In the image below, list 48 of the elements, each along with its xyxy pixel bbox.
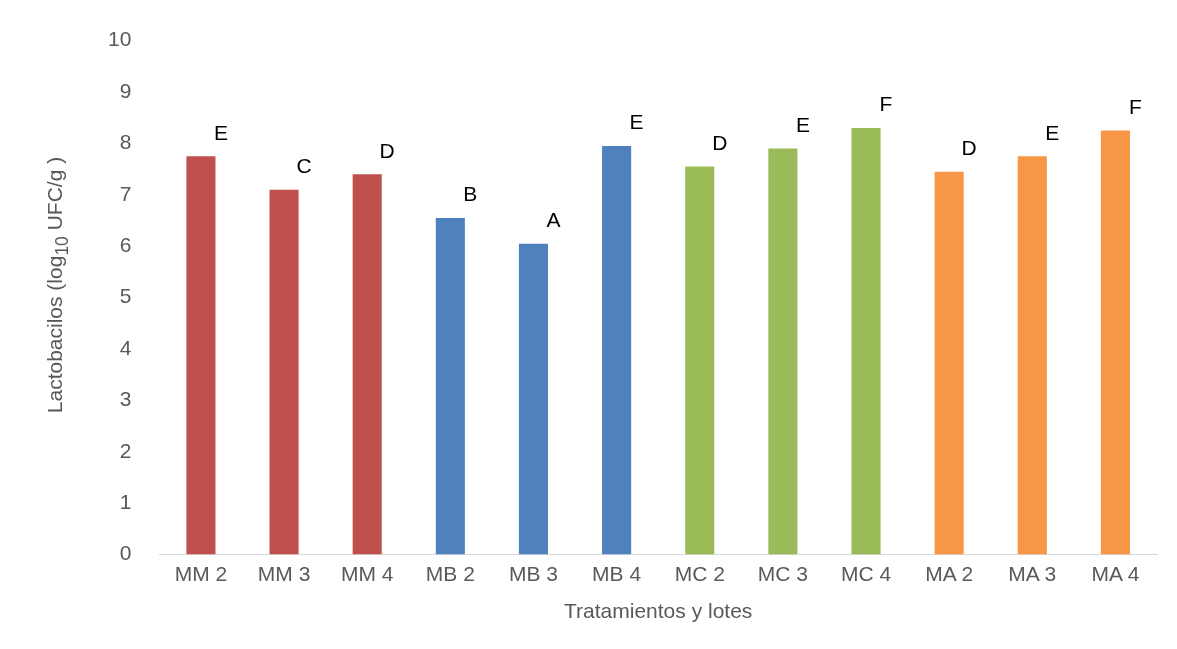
bar xyxy=(1017,156,1047,555)
bar xyxy=(186,156,216,555)
annotation: B xyxy=(463,182,478,206)
y-tick-label: 4 xyxy=(119,335,132,359)
annotation: D xyxy=(379,138,395,162)
x-axis-title: Tratamientos y lotes xyxy=(564,599,753,623)
x-tick-label: MA 2 xyxy=(925,562,974,585)
y-tick-label: 5 xyxy=(119,284,132,308)
annotation: F xyxy=(1129,94,1142,118)
y-tick-label: 0 xyxy=(119,541,132,565)
annotation: E xyxy=(213,120,228,144)
bar xyxy=(934,171,964,555)
bar xyxy=(269,189,299,555)
x-tick-label: MA 4 xyxy=(1091,562,1140,585)
bar xyxy=(685,166,715,555)
x-tick-label: MM 4 xyxy=(340,562,394,585)
x-tick-label: MB 2 xyxy=(425,562,475,585)
annotation: D xyxy=(712,130,728,154)
y-tick-label: 8 xyxy=(119,130,132,154)
annotation: A xyxy=(546,207,561,231)
y-tick-label: 10 xyxy=(108,27,132,51)
x-tick-label: MB 3 xyxy=(508,562,558,585)
x-tick-label: MM 3 xyxy=(257,562,311,585)
x-tick-label: MA 3 xyxy=(1008,562,1057,585)
x-tick-label: MC 3 xyxy=(757,562,808,585)
y-tick-label: 1 xyxy=(119,490,132,513)
bar xyxy=(851,127,881,555)
annotation: D xyxy=(961,135,977,159)
x-tick-label: MC 4 xyxy=(840,562,892,585)
annotation: E xyxy=(629,110,644,134)
x-tick-label: MM 2 xyxy=(174,562,228,585)
y-tick-label: 3 xyxy=(119,387,132,411)
x-tick-label: MC 2 xyxy=(674,562,725,585)
bar xyxy=(768,148,798,555)
x-tick-label: MB 4 xyxy=(592,562,642,585)
bar xyxy=(602,145,632,555)
y-tick-label: 9 xyxy=(119,78,132,102)
y-tick-label: 2 xyxy=(119,438,132,462)
y-tick-label: 6 xyxy=(119,233,132,256)
annotation: E xyxy=(1045,120,1060,144)
annotation: C xyxy=(296,153,312,177)
y-tick-label: 7 xyxy=(119,181,132,205)
bar xyxy=(518,243,549,555)
bar xyxy=(352,174,382,555)
annotation: E xyxy=(795,112,810,136)
bar xyxy=(1100,130,1130,555)
annotation: F xyxy=(879,92,893,116)
bar xyxy=(435,217,465,555)
